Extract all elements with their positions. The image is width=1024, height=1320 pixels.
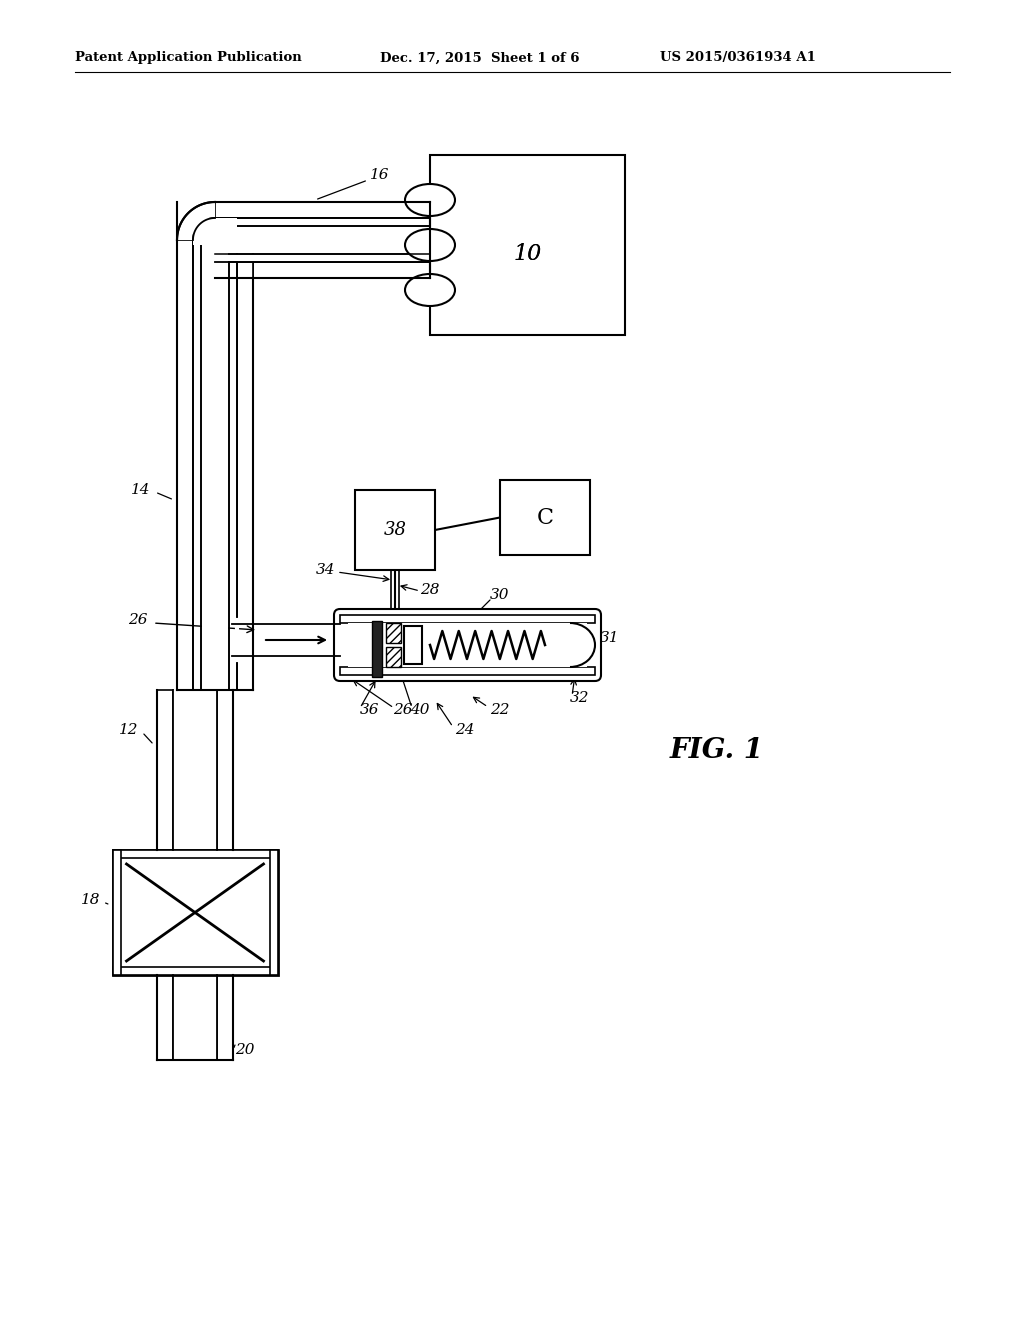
Bar [177,202,193,218]
Bar [113,850,278,975]
Bar [340,667,595,675]
Text: FIG. 1: FIG. 1 [670,737,764,763]
Bar [157,975,173,1060]
Bar [215,253,430,261]
Text: 38: 38 [384,521,407,539]
Bar [113,968,278,975]
Text: 20: 20 [234,1043,255,1057]
Text: 10: 10 [513,243,542,265]
Text: 16: 16 [370,168,389,182]
Text: Dec. 17, 2015  Sheet 1 of 6: Dec. 17, 2015 Sheet 1 of 6 [380,51,580,65]
Bar [215,202,430,218]
Bar [202,227,430,253]
Text: 36: 36 [360,704,380,717]
Bar [113,968,278,975]
Bar [404,626,422,664]
Bar [177,240,193,690]
Text: 26: 26 [393,704,413,717]
Bar [386,647,401,667]
Bar [269,850,278,975]
Bar [217,690,233,850]
Bar [113,850,278,858]
Bar [215,261,430,279]
Text: Patent Application Publication: Patent Application Publication [75,51,302,65]
Bar [173,975,217,1060]
Bar [500,480,590,554]
Bar [217,975,233,1060]
Bar [237,240,253,690]
Text: 32: 32 [570,690,590,705]
Text: 40: 40 [410,704,429,717]
Text: 14: 14 [130,483,150,498]
Bar [215,202,430,218]
Bar [173,690,217,850]
Bar [355,490,435,570]
Ellipse shape [406,228,455,261]
Bar [193,240,201,690]
Text: US 2015/0361934 A1: US 2015/0361934 A1 [660,51,816,65]
Bar [237,261,253,279]
Bar [202,240,228,690]
Bar [229,261,237,690]
Text: 26: 26 [128,612,148,627]
Bar [157,975,173,1060]
Text: 24: 24 [455,723,474,737]
Text: 28: 28 [420,583,439,597]
Text: 30: 30 [490,587,510,602]
FancyBboxPatch shape [334,609,601,681]
Bar [340,615,595,623]
Bar [177,240,193,690]
Bar [340,667,595,675]
Bar [215,218,430,226]
Ellipse shape [406,183,455,216]
Bar [215,261,430,279]
Bar [177,202,215,240]
Bar [372,620,382,677]
Text: 22: 22 [490,704,510,717]
Bar [113,850,121,975]
Bar [217,975,233,1060]
Bar [193,218,237,246]
Bar [229,261,237,690]
Bar [269,850,278,975]
Bar [430,154,625,335]
Bar [113,850,278,858]
Text: 31: 31 [600,631,620,645]
Ellipse shape [406,275,455,306]
Bar [348,623,587,667]
Bar [157,690,173,850]
Text: 10: 10 [513,243,542,265]
Bar [386,623,401,643]
Text: 12: 12 [119,723,138,737]
Bar [237,240,253,690]
Bar [157,690,173,850]
Bar [217,690,233,850]
Bar [215,253,430,261]
Text: 34: 34 [315,564,335,577]
Text: C: C [537,507,554,528]
Bar [340,615,595,623]
Bar [113,850,121,975]
Bar [237,261,253,279]
Text: 18: 18 [81,894,100,907]
Bar [193,240,201,690]
Bar [215,218,430,226]
